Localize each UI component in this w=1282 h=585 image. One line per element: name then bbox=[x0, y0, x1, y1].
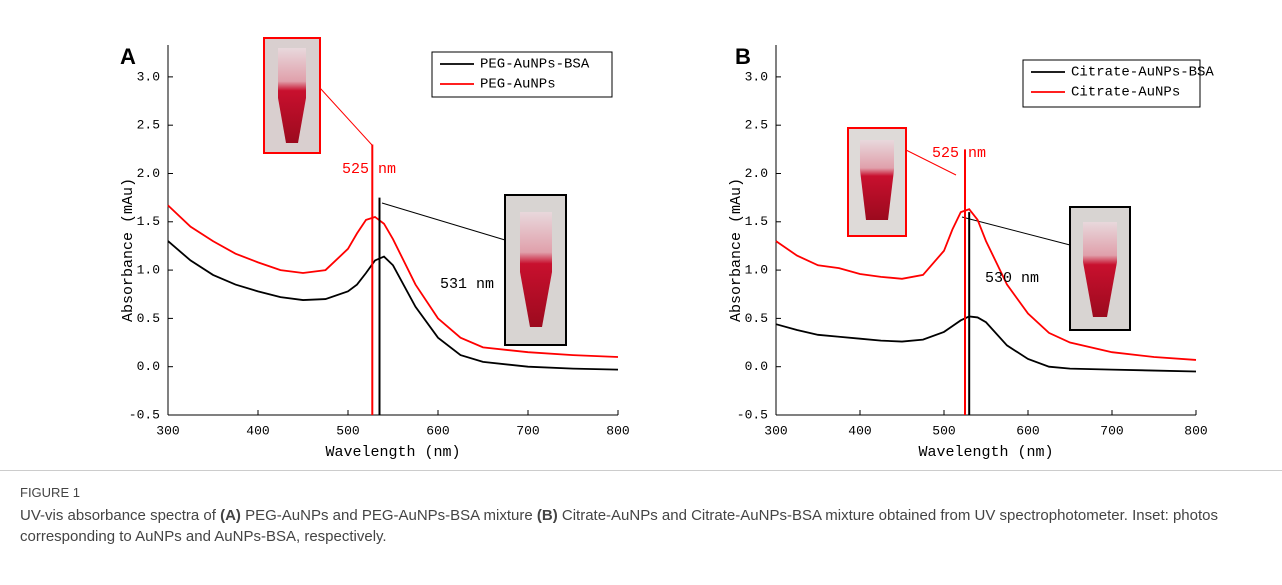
caption-panel-ref: (A) bbox=[220, 507, 241, 524]
leader-line bbox=[319, 87, 373, 146]
y-tick-label: 0.0 bbox=[745, 359, 768, 374]
series-line bbox=[775, 315, 1197, 373]
y-tick-label: 3.0 bbox=[137, 69, 160, 84]
x-tick-label: 500 bbox=[336, 423, 359, 438]
annotation: 525 nm bbox=[342, 161, 396, 178]
x-tick-label: 700 bbox=[516, 423, 539, 438]
x-tick-label: 500 bbox=[932, 423, 955, 438]
y-tick-label: 1.5 bbox=[137, 214, 160, 229]
x-tick-label: 800 bbox=[1184, 423, 1207, 438]
x-tick-label: 600 bbox=[426, 423, 449, 438]
inset-photo bbox=[504, 194, 567, 346]
y-tick-label: 2.0 bbox=[745, 166, 768, 181]
x-tick-label: 700 bbox=[1100, 423, 1123, 438]
y-tick-label: 1.5 bbox=[745, 214, 768, 229]
x-tick-label: 800 bbox=[606, 423, 629, 438]
annotation: 525 nm bbox=[932, 145, 986, 162]
caption-span: UV-vis absorbance spectra of bbox=[20, 507, 221, 524]
x-tick-label: 400 bbox=[246, 423, 269, 438]
legend-label: PEG-AuNPs bbox=[480, 77, 556, 93]
legend-box bbox=[1022, 59, 1201, 108]
inset-photo bbox=[847, 127, 907, 237]
y-tick-label: 0.5 bbox=[137, 311, 160, 326]
y-tick-label: -0.5 bbox=[737, 407, 768, 422]
legend-label: Citrate-AuNPs bbox=[1071, 85, 1180, 101]
caption: FIGURE 1 UV-vis absorbance spectra of (A… bbox=[0, 470, 1282, 585]
y-tick-label: 0.5 bbox=[745, 311, 768, 326]
x-tick-label: 400 bbox=[848, 423, 871, 438]
y-axis-label: Absorbance (mAu) bbox=[120, 178, 137, 322]
panel-label: A bbox=[120, 44, 136, 69]
caption-span: Citrate-AuNPs and Citrate-AuNPs-BSA mixt… bbox=[20, 507, 1219, 545]
inset-photo bbox=[263, 37, 321, 154]
leader-line bbox=[961, 216, 1071, 246]
y-tick-label: -0.5 bbox=[129, 407, 160, 422]
y-tick-label: 2.5 bbox=[745, 118, 768, 133]
panel-label: B bbox=[735, 44, 751, 69]
leader-line bbox=[905, 149, 957, 176]
caption-span: PEG-AuNPs and PEG-AuNPs-BSA mixture bbox=[240, 507, 537, 524]
leader-line bbox=[381, 202, 506, 241]
x-tick-label: 300 bbox=[764, 423, 787, 438]
y-tick-label: 1.0 bbox=[137, 263, 160, 278]
legend-label: PEG-AuNPs-BSA bbox=[480, 57, 590, 73]
y-tick-label: 2.0 bbox=[137, 166, 160, 181]
x-axis-label: Wavelength (nm) bbox=[918, 444, 1053, 461]
series-line bbox=[775, 208, 1197, 361]
series-line bbox=[167, 240, 619, 371]
y-tick-label: 0.0 bbox=[137, 359, 160, 374]
x-axis-label: Wavelength (nm) bbox=[325, 444, 460, 461]
charts: A -0.5 0.0 0.5 1.0 1.5 2.0 2.5 3.0 300 400 500 600 70… bbox=[120, 37, 1214, 461]
annotation: 530 nm bbox=[985, 270, 1039, 287]
y-axis-label: Absorbance (mAu) bbox=[728, 178, 745, 322]
caption-text: UV-vis absorbance spectra of (A) PEG-AuN… bbox=[20, 505, 1250, 547]
y-tick-label: 1.0 bbox=[745, 263, 768, 278]
legend-label: Citrate-AuNPs-BSA bbox=[1071, 65, 1214, 81]
legend-box bbox=[431, 51, 613, 98]
annotation: 531 nm bbox=[440, 276, 494, 293]
x-tick-label: 600 bbox=[1016, 423, 1039, 438]
series-line bbox=[167, 204, 619, 358]
x-tick-label: 300 bbox=[156, 423, 179, 438]
caption-panel-ref: (B) bbox=[536, 507, 558, 524]
inset-photo bbox=[1069, 206, 1131, 331]
caption-label: FIGURE 1 bbox=[20, 485, 80, 500]
y-tick-label: 3.0 bbox=[745, 69, 768, 84]
y-tick-label: 2.5 bbox=[137, 118, 160, 133]
